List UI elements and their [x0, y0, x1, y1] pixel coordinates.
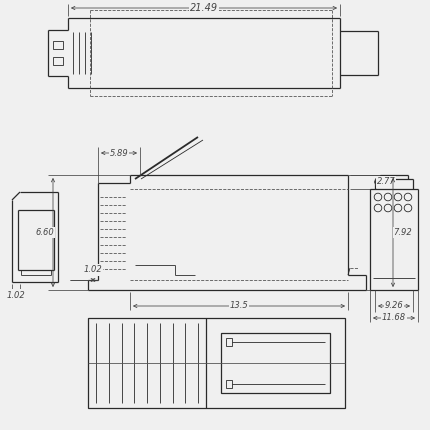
Text: 9.26: 9.26 [384, 301, 403, 310]
Text: 7.92: 7.92 [393, 228, 412, 237]
Text: 13.5: 13.5 [230, 301, 249, 310]
Bar [226, 338, 232, 346]
Text: 11.68: 11.68 [382, 313, 406, 322]
Text: 6.60: 6.60 [36, 228, 54, 237]
Text: 5.89: 5.89 [110, 148, 129, 157]
Bar [53, 41, 63, 49]
Text: 2.77: 2.77 [377, 178, 395, 187]
Bar [88, 318, 345, 408]
Text: 21.49: 21.49 [190, 3, 218, 13]
Text: 1.02: 1.02 [83, 265, 102, 274]
Bar [53, 57, 63, 65]
Bar [226, 380, 232, 388]
Text: 1.02: 1.02 [6, 291, 25, 300]
Bar [221, 333, 330, 393]
